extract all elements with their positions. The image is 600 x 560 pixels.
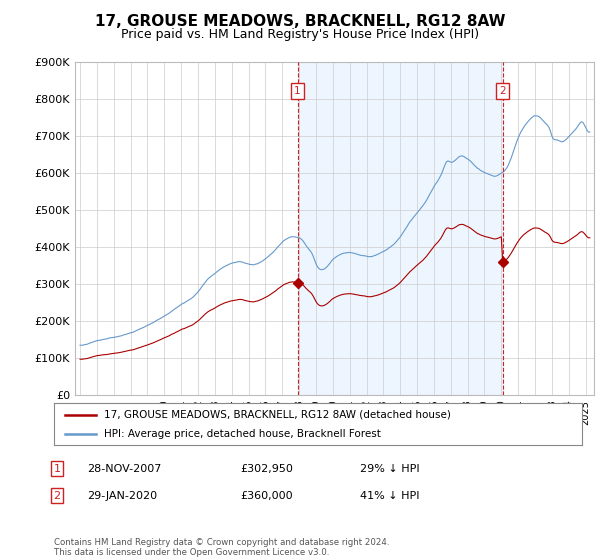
Text: 1: 1 bbox=[294, 86, 301, 96]
Text: 17, GROUSE MEADOWS, BRACKNELL, RG12 8AW: 17, GROUSE MEADOWS, BRACKNELL, RG12 8AW bbox=[95, 14, 505, 29]
Text: HPI: Average price, detached house, Bracknell Forest: HPI: Average price, detached house, Brac… bbox=[104, 429, 381, 439]
Text: 28-NOV-2007: 28-NOV-2007 bbox=[87, 464, 161, 474]
Text: Price paid vs. HM Land Registry's House Price Index (HPI): Price paid vs. HM Land Registry's House … bbox=[121, 28, 479, 41]
Text: 1: 1 bbox=[53, 464, 61, 474]
Text: Contains HM Land Registry data © Crown copyright and database right 2024.
This d: Contains HM Land Registry data © Crown c… bbox=[54, 538, 389, 557]
Text: 41% ↓ HPI: 41% ↓ HPI bbox=[360, 491, 419, 501]
Text: £302,950: £302,950 bbox=[240, 464, 293, 474]
Text: £360,000: £360,000 bbox=[240, 491, 293, 501]
Text: 17, GROUSE MEADOWS, BRACKNELL, RG12 8AW (detached house): 17, GROUSE MEADOWS, BRACKNELL, RG12 8AW … bbox=[104, 409, 451, 419]
Text: 2: 2 bbox=[53, 491, 61, 501]
Bar bbox=[298, 62, 503, 395]
Text: 29% ↓ HPI: 29% ↓ HPI bbox=[360, 464, 419, 474]
Text: 29-JAN-2020: 29-JAN-2020 bbox=[87, 491, 157, 501]
Text: 2: 2 bbox=[499, 86, 506, 96]
